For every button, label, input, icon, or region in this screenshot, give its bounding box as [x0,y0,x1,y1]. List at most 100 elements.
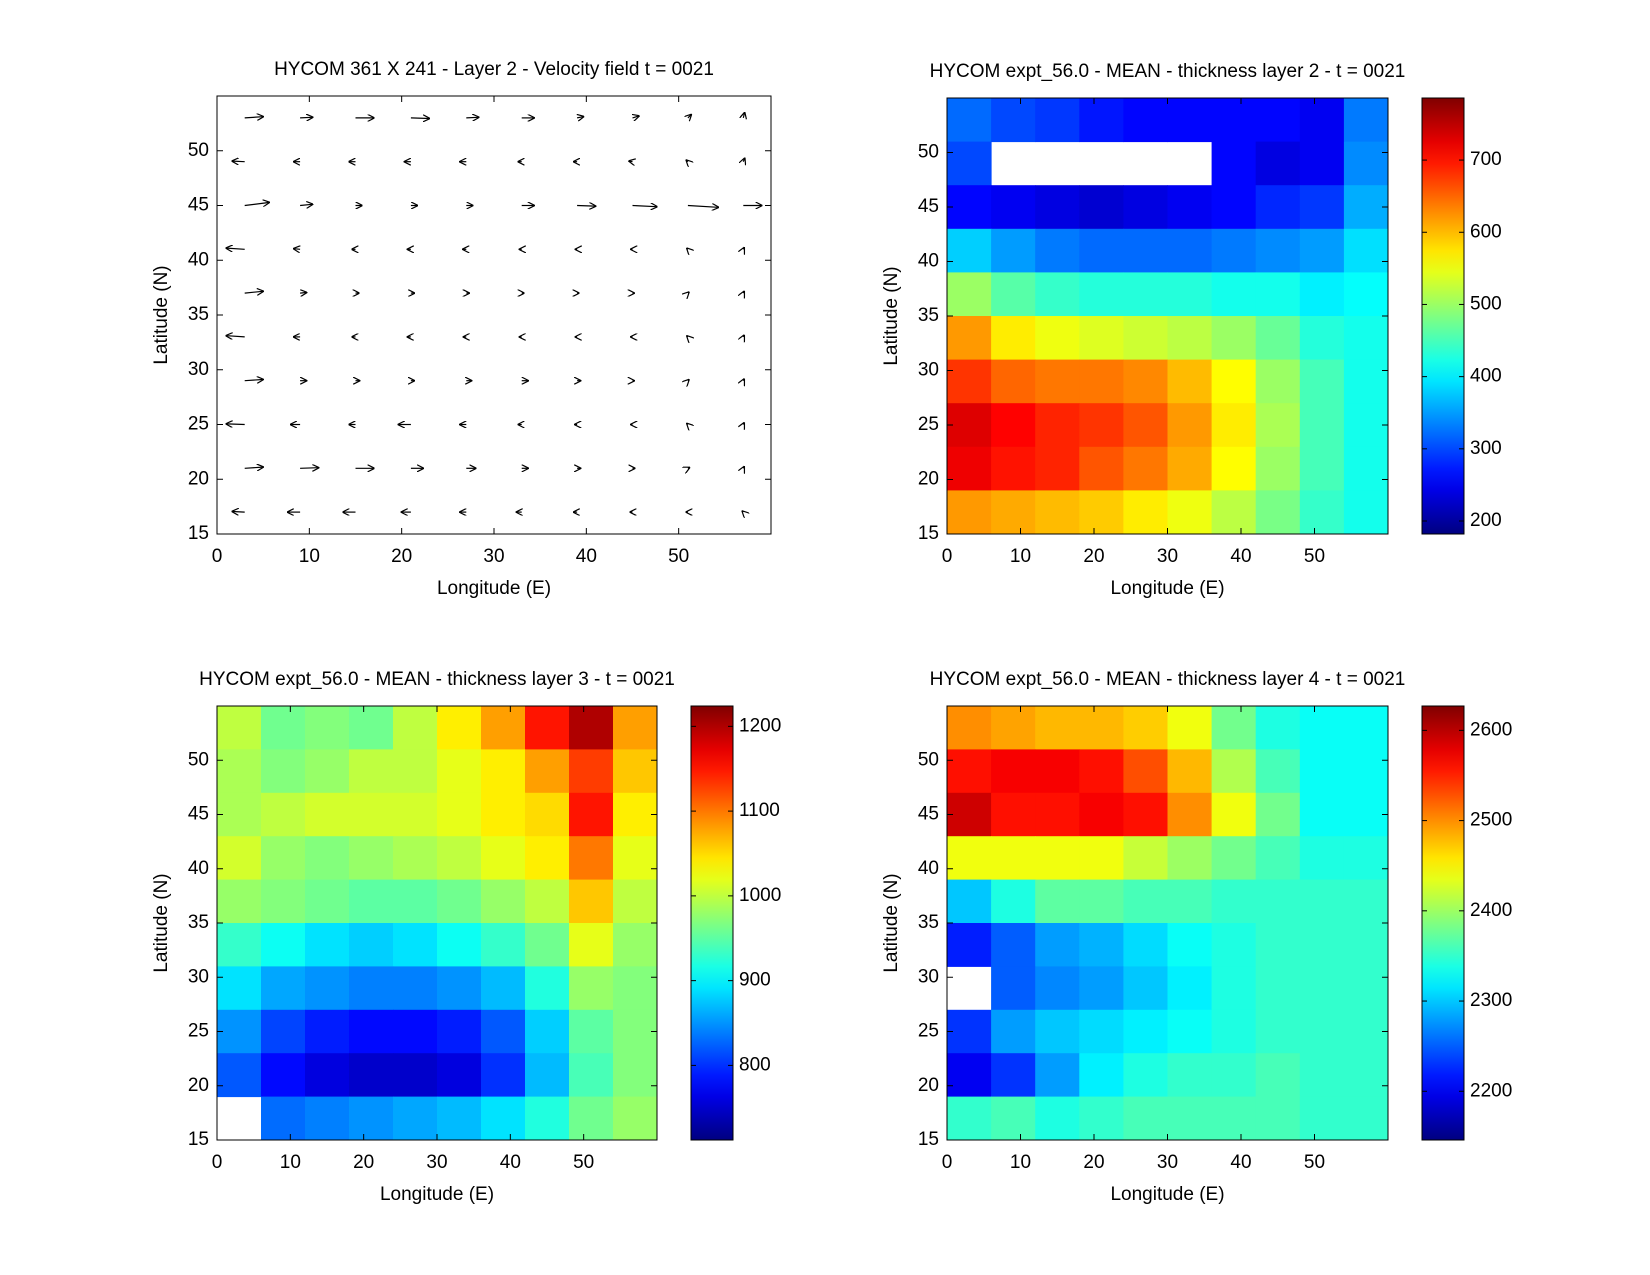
contour-cell [1211,272,1257,317]
y-tick-label: 20 [188,1075,209,1096]
velocity-arrow [687,206,718,208]
contour-cell [1167,1053,1213,1098]
contour-cell [1167,403,1213,448]
contour-cell [1299,228,1345,273]
velocity-arrow [687,336,688,337]
colorbar-tick-label: 2200 [1470,1080,1512,1101]
contour-cell [1343,446,1388,491]
contour-cell [613,879,657,924]
contour-cell [1299,1053,1345,1098]
contour-cell [1255,98,1301,143]
contour-cell [305,1009,350,1054]
contour-cell [1255,749,1301,794]
contour-cell [1211,1009,1257,1054]
contour-cell [1035,966,1080,1011]
contour-cell [261,966,306,1011]
contour-cell [1343,923,1388,967]
x-tick-label: 30 [1157,1152,1178,1173]
x-tick-label: 20 [1083,546,1104,567]
contour-cell [217,1009,262,1054]
contour-cell [1035,923,1080,967]
contour-cell [1123,98,1168,143]
y-tick-label: 30 [918,966,939,987]
contour-cell [1123,792,1168,837]
contour-cell [947,1096,992,1140]
velocity-arrow [687,424,688,425]
contour-cell [437,923,482,967]
contour-cell [1035,1053,1080,1098]
contour-cell [261,923,306,967]
contour-cell [349,1096,394,1140]
contour-cell [1343,836,1388,881]
velocity-arrow [743,380,744,381]
x-tick-label: 10 [299,546,320,567]
panel: 2200 2300 2400 2500 2600 0 10 20 30 40 50 15 20 25 30 3… [881,669,1512,1205]
x-tick-label: 0 [942,1152,953,1173]
contour-cell [947,403,992,448]
contour-cell [569,966,614,1011]
velocity-arrow [300,117,312,118]
contour-cell [991,272,1036,317]
contour-cell [1255,1009,1301,1054]
y-axis-label: Latitude (N) [881,873,902,972]
contour-cell [1079,272,1124,317]
colorbar-tick-label: 900 [739,970,771,991]
contour-cell [1211,316,1257,361]
velocity-arrow [632,206,657,207]
contour-cell [1035,272,1080,317]
y-tick-label: 15 [188,1129,209,1150]
contour-cell [1167,490,1213,534]
contour-cell [1343,749,1388,794]
x-tick-label: 10 [1010,1152,1031,1173]
contour-cell [613,749,657,794]
contour-cell [569,792,614,837]
velocity-arrow [244,380,263,381]
x-tick-label: 40 [500,1152,521,1173]
x-tick-label: 30 [483,546,504,567]
velocity-arrow [300,204,312,205]
contour-cell [1211,706,1257,750]
contour-cell [525,792,570,837]
contour-cell [613,792,657,837]
velocity-arrow [743,512,744,513]
contour-cell [437,1053,482,1098]
contour-cell [991,98,1036,143]
contour-cell [481,966,526,1011]
contour-cell [1123,923,1168,967]
contour-cell [1167,98,1213,143]
contour-cell [1123,316,1168,361]
contour-cell [1079,706,1124,750]
contour-cell [1255,923,1301,967]
colorbar-tick-label: 1100 [739,800,780,821]
contour-cell [1167,836,1213,881]
contour-cell [481,923,526,967]
contour-cell [1167,879,1213,924]
contour-cell [261,1096,306,1140]
contour-cell [1255,490,1301,534]
x-axis-label: Longitude (E) [1110,578,1224,599]
contour-cell [613,1096,657,1140]
velocity-arrow [410,118,429,119]
contour-cell [261,1009,306,1054]
contour-cell [991,966,1036,1011]
contour-cell [1211,749,1257,794]
contour-cell [349,792,394,837]
contour-cell [1167,446,1213,491]
contour-cell [1167,228,1213,273]
y-tick-label: 45 [188,195,209,216]
contour-cell [349,879,394,924]
contour-cell [349,966,394,1011]
y-axis-label: Latitude (N) [151,873,172,972]
y-tick-label: 20 [188,468,209,489]
colorbar-tick-label: 700 [1470,149,1502,170]
colorbar-tick-label: 400 [1470,366,1502,387]
contour-cell [1343,792,1388,837]
contour-cell [349,1009,394,1054]
contour-cell [305,879,350,924]
contour-cell [305,1096,350,1140]
contour-cell [1035,185,1080,230]
y-tick-label: 15 [918,1129,939,1150]
contour-cell [569,1096,614,1140]
contour-cell [393,1053,438,1098]
contour-cell [1343,228,1388,273]
